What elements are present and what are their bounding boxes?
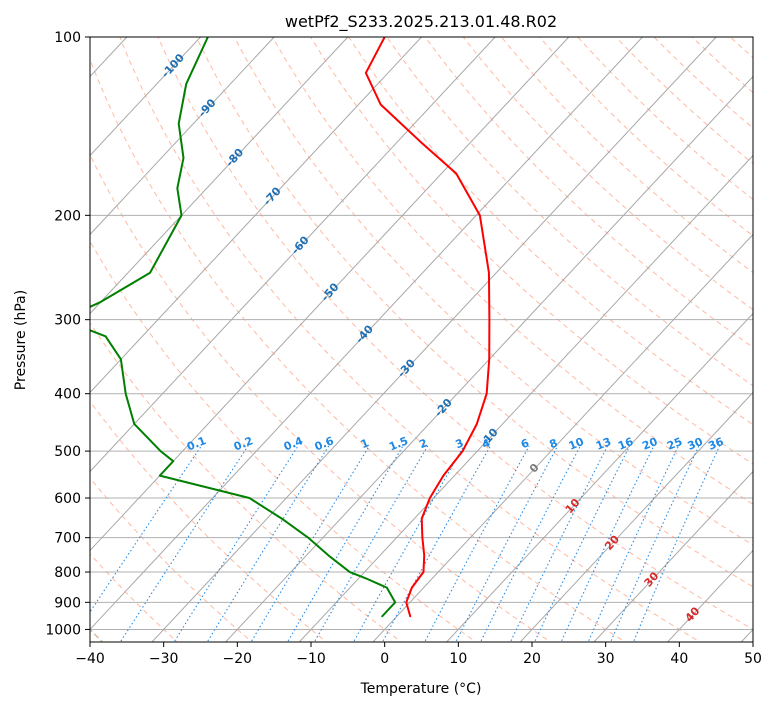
isotherm-line [90,37,496,473]
y-tick-label: 400 [54,387,81,403]
isotherm-lines [90,37,753,642]
plot-area: -100-90-80-70-60-50-40-30-20-10010203040… [90,37,753,642]
isotherm-line [90,37,643,631]
dry-adiabat-line [310,37,753,465]
isotherm-line [225,75,753,642]
mixing-ratio-line [352,445,465,642]
x-tick-label: −20 [223,651,253,667]
y-tick-label: 800 [54,565,81,581]
x-tick-label: 10 [449,651,467,667]
mixing-ratio-line [533,445,631,642]
temperature-profile-line [364,37,491,618]
mixing-ratio-line [286,445,404,642]
mixing-ratio-label: 16 [616,435,635,453]
isotherm-line [90,37,570,552]
mixing-ratio-line [509,445,609,642]
isotherm-line [90,37,422,394]
y-tick-label: 900 [54,595,81,611]
mixing-ratio-line [173,445,299,642]
dry-adiabat-line [271,37,753,505]
mixing-ratio-line [206,445,330,642]
mixing-ratio-line [587,445,679,642]
y-axis-title: Pressure (hPa) [13,290,29,390]
y-tick-label: 500 [54,444,81,460]
mixing-ratio-label: 25 [665,435,684,453]
mixing-ratio-lines [90,445,721,642]
x-tick-label: 40 [670,651,688,667]
dry-adiabat-line [90,240,477,642]
mixing-ratio-labels: 0.1 0.2 0.4 0.6 1 1.5 2 3 4 6 8 10 13 16 20 25 30 36 [185,434,726,453]
plot-frame [89,36,754,643]
mixing-ratio-line [455,445,559,642]
isotherm-line [151,37,717,642]
dry-adiabat-line [119,37,701,642]
x-tick-label: 50 [744,651,762,667]
y-tick-label: 700 [54,531,81,547]
dry-adiabat-line [233,37,753,546]
mixing-ratio-label: 36 [706,435,725,453]
x-tick-label: 20 [523,651,541,667]
isotherm-line [298,154,753,642]
mixing-ratio-label: 30 [686,435,705,453]
dewpoint-profile-line [90,37,397,618]
y-tick-label: 300 [54,313,81,329]
mixing-ratio-label: 1 [359,436,371,451]
y-tick-label: 100 [54,30,81,46]
x-tick-label: 30 [597,651,615,667]
y-tick-label: 600 [54,491,81,507]
y-tick-label: 200 [54,208,81,224]
mixing-ratio-line [313,445,429,642]
mixing-ratio-label: 20 [640,435,659,453]
x-tick-label: −30 [149,651,179,667]
data-series [90,37,491,618]
mixing-ratio-line [560,445,655,642]
y-axis-ticks: 100 200 300 400 500 600 700 800 900 1000 [45,30,90,638]
isotherm-line [446,312,753,642]
dry-adiabat-line [195,37,753,588]
mixing-ratio-line [250,445,370,642]
mixing-ratio-line [424,445,530,642]
chart-title: wetPf2_S233.2025.213.01.48.R02 [285,12,557,32]
isotherm-line [90,37,349,315]
mixing-ratio-label: 3 [454,436,466,451]
mixing-ratio-line [119,445,249,642]
x-axis-ticks: −40 −30 −20 −10 0 10 20 30 40 50 [75,642,762,667]
x-tick-label: −10 [296,651,326,667]
mixing-ratio-label: 8 [548,436,560,451]
y-tick-label: 1000 [45,622,81,638]
x-tick-label: 0 [380,651,389,667]
isotherm-line [519,391,753,642]
dry-adiabat-line [424,37,753,349]
mixing-ratio-label: 10 [567,435,586,453]
mixing-ratio-line [90,445,202,613]
isotherm-line [593,470,753,642]
mixing-ratio-label: 2 [417,436,429,451]
mixing-ratio-label: 13 [594,435,613,453]
isotherm-line [372,233,753,642]
x-axis-title: Temperature (°C) [360,681,482,697]
dry-adiabat-line [90,321,403,642]
isotherm-line [90,37,201,157]
x-tick-label: −40 [75,651,105,667]
